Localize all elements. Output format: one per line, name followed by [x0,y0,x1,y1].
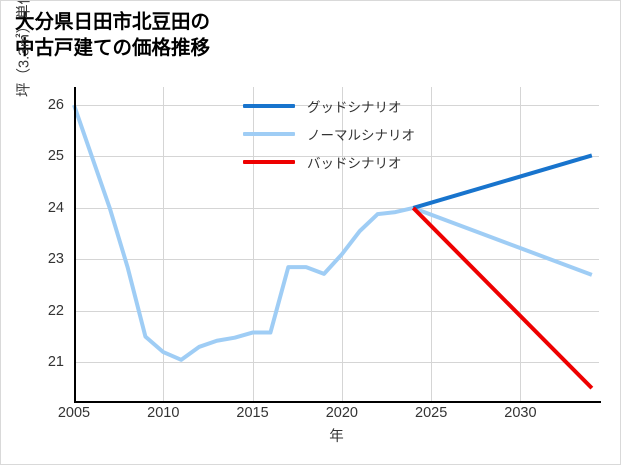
chart-legend: グッドシナリオ ノーマルシナリオ バッドシナリオ [243,92,415,176]
plot-area [72,87,601,403]
y-tick-label: 24 [47,199,64,216]
gridline-horizontal [74,362,599,364]
series-line [411,206,594,390]
gridline-vertical [163,87,165,401]
gridline-horizontal [74,105,599,107]
x-tick-label: 2030 [504,405,537,421]
gridline-vertical [431,87,433,401]
gridline-vertical [520,87,522,401]
x-tick-label: 2015 [236,405,269,421]
y-tick-label: 21 [47,354,64,371]
x-axis-label: 年 [329,429,344,445]
legend-color-swatch [243,160,295,164]
y-tick-label: 26 [47,97,64,114]
y-tick-label: 22 [47,302,64,319]
gridline-vertical [252,87,254,401]
y-tick-label: 25 [47,148,64,165]
legend-color-swatch [243,104,295,108]
x-tick-label: 2005 [57,405,91,421]
gridline-vertical [341,87,343,401]
gridline-horizontal [74,207,599,209]
series-line [72,104,593,362]
x-tick-label: 2020 [325,405,358,421]
legend-color-swatch [243,132,295,136]
gridline-horizontal [74,156,599,158]
gridline-horizontal [74,310,599,312]
plot-frame [74,87,601,403]
chart-title: 大分県日田市北豆田の 中古戸建ての価格推移 [15,11,211,59]
x-tick-label: 2010 [147,405,180,421]
legend-label: バッドシナリオ [307,156,402,171]
y-tick-label: 23 [47,251,64,268]
series-lines [72,104,594,390]
legend-item[interactable]: グッドシナリオ [243,92,415,120]
legend-item[interactable]: バッドシナリオ [243,148,415,176]
y-axis-label-holder: 坪（3.3㎡）単価（万円） [17,1,43,401]
legend-label: ノーマルシナリオ [307,128,415,143]
y-axis-label: 坪（3.3㎡）単価（万円） [16,0,33,97]
x-tick-label: 2025 [415,405,448,421]
series-line [412,153,593,210]
legend-label: グッドシナリオ [307,100,402,115]
legend-item[interactable]: ノーマルシナリオ [243,120,415,148]
